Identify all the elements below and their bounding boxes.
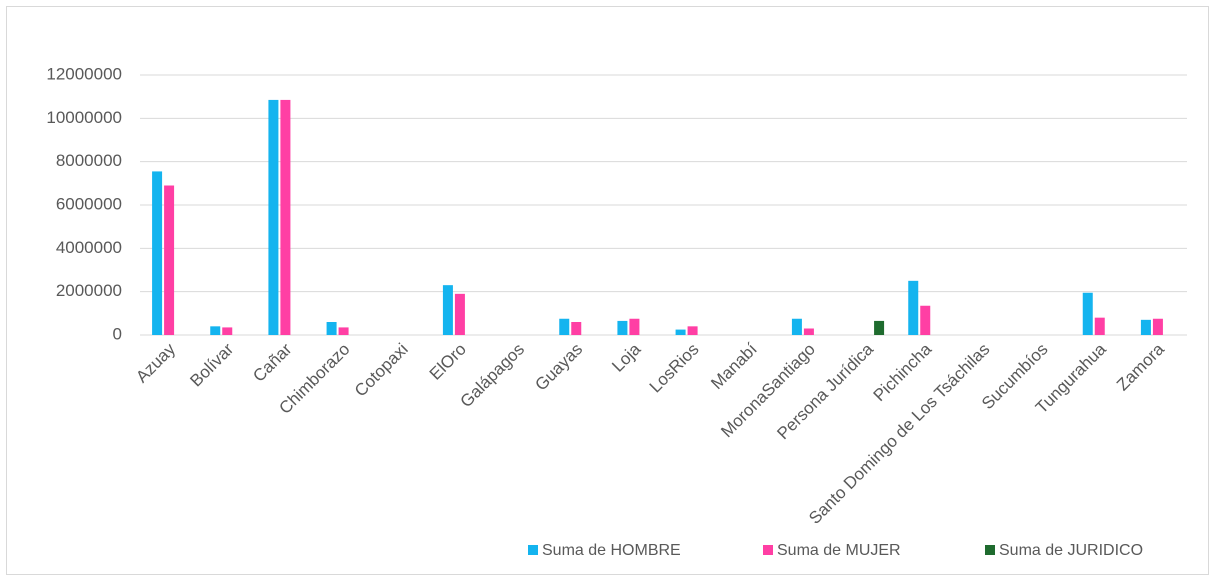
bar (1082, 292, 1093, 335)
bar (920, 305, 931, 335)
bar (268, 99, 279, 336)
y-tick-label: 6000000 (56, 194, 122, 213)
y-tick-label: 12000000 (46, 64, 122, 83)
bar (1152, 318, 1163, 335)
bar (687, 326, 698, 335)
bar (338, 327, 349, 335)
bar (164, 185, 175, 335)
bar (152, 171, 163, 335)
bar (442, 285, 453, 335)
legend-label: Suma de HOMBRE (542, 542, 681, 559)
legend-label: Suma de MUJER (777, 542, 901, 559)
bar (874, 320, 885, 335)
bar (559, 318, 570, 335)
bar (210, 326, 221, 335)
bar (326, 322, 337, 335)
legend-swatch (985, 545, 995, 555)
bar (617, 320, 628, 335)
bar (675, 329, 686, 335)
bar (803, 328, 814, 335)
bar (454, 293, 465, 335)
bar (629, 318, 640, 335)
bar (1094, 317, 1105, 335)
bar (1140, 319, 1151, 335)
legend-swatch (528, 545, 538, 555)
bar (571, 322, 582, 335)
legend-label: Suma de JURIDICO (999, 542, 1143, 559)
bar (280, 99, 291, 336)
bar (791, 318, 802, 335)
bar (222, 327, 233, 335)
legend-swatch (763, 545, 773, 555)
y-tick-label: 4000000 (56, 238, 122, 257)
y-tick-label: 2000000 (56, 281, 122, 300)
bar (908, 280, 919, 335)
chart-frame (6, 6, 1209, 575)
y-tick-label: 10000000 (46, 108, 122, 127)
y-tick-label: 8000000 (56, 151, 122, 170)
y-tick-label: 0 (113, 324, 122, 343)
